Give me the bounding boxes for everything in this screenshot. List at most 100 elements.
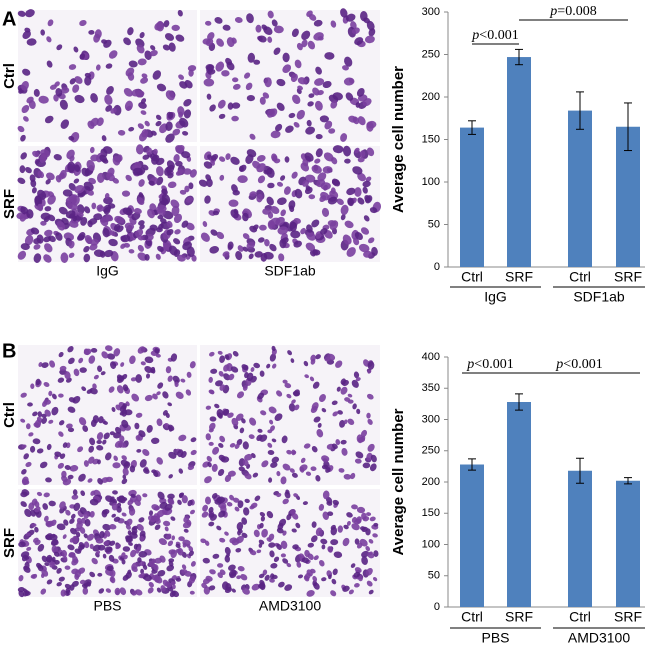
cell [86,533,95,541]
cell [21,489,30,496]
cell [51,545,58,554]
cell [366,20,375,31]
cell [276,181,284,187]
cell [229,443,236,448]
cell [77,234,85,241]
cell [208,506,214,514]
cell [62,189,73,197]
cell [278,581,285,588]
cell [306,590,315,597]
cell [161,193,171,205]
cell [115,426,122,434]
cell [235,547,242,553]
cell [131,88,141,97]
cell [65,509,71,516]
cell [119,587,127,596]
cell [80,490,86,496]
cell [258,583,266,589]
cell [306,231,316,241]
cell [276,390,283,397]
cell [137,346,146,354]
x-tick-label: SRF [614,609,642,625]
cell [132,525,138,531]
cell [306,119,312,127]
cell [20,418,26,423]
cell [368,237,375,244]
cell [144,394,153,402]
cell [332,411,338,417]
cell [212,446,220,455]
cell [21,444,27,449]
cell [106,86,114,95]
error-bar [576,457,584,484]
cell [368,551,373,556]
cell [312,575,318,582]
cell [131,562,138,570]
cell [97,572,103,577]
cell [168,560,174,567]
cell [332,499,340,506]
cell [370,454,377,463]
cell [238,165,244,172]
cell [267,449,275,456]
cell [291,450,297,456]
cell [306,224,313,233]
cell [139,572,145,578]
cell [271,155,278,162]
cell [55,232,63,241]
cell [257,175,266,184]
cell [33,244,41,250]
cell [315,66,322,75]
cell [53,94,59,102]
cell [79,579,86,585]
cell [243,507,250,516]
cell [320,228,328,235]
cell [21,104,30,114]
cell [362,98,372,107]
y-tick-label: 50 [428,218,440,230]
cell [237,566,245,572]
cell [138,101,147,109]
cell [305,126,315,135]
cell [37,543,45,552]
cell [219,156,226,162]
cell [188,550,194,557]
cell [37,203,44,212]
cell [294,188,303,199]
y-tick-label: 0 [434,261,440,273]
cell [308,13,317,21]
cell [104,530,111,537]
cell [317,172,327,182]
cell [74,164,81,172]
cell [67,346,74,353]
cell [105,588,112,593]
cell [139,459,147,468]
cell [20,134,26,142]
cell [269,353,277,362]
cell [71,535,79,545]
cell [202,578,211,585]
cell [367,361,375,370]
cell [369,207,378,214]
cell [182,130,189,136]
cell [208,441,214,446]
cell [219,435,226,443]
cell [41,417,48,424]
cell [136,523,144,531]
cell [154,348,160,354]
cell [28,99,36,110]
cell [156,208,166,216]
cell [307,101,314,107]
panel-label: A [2,8,16,30]
cell [62,478,72,486]
cell [304,549,310,558]
cell [353,237,360,246]
cell [297,85,303,91]
cell [35,378,41,386]
cell [315,133,323,140]
cell [311,164,322,174]
cell [205,20,212,26]
y-tick-label: 300 [422,413,440,425]
cell [273,556,280,563]
cell [44,409,51,417]
